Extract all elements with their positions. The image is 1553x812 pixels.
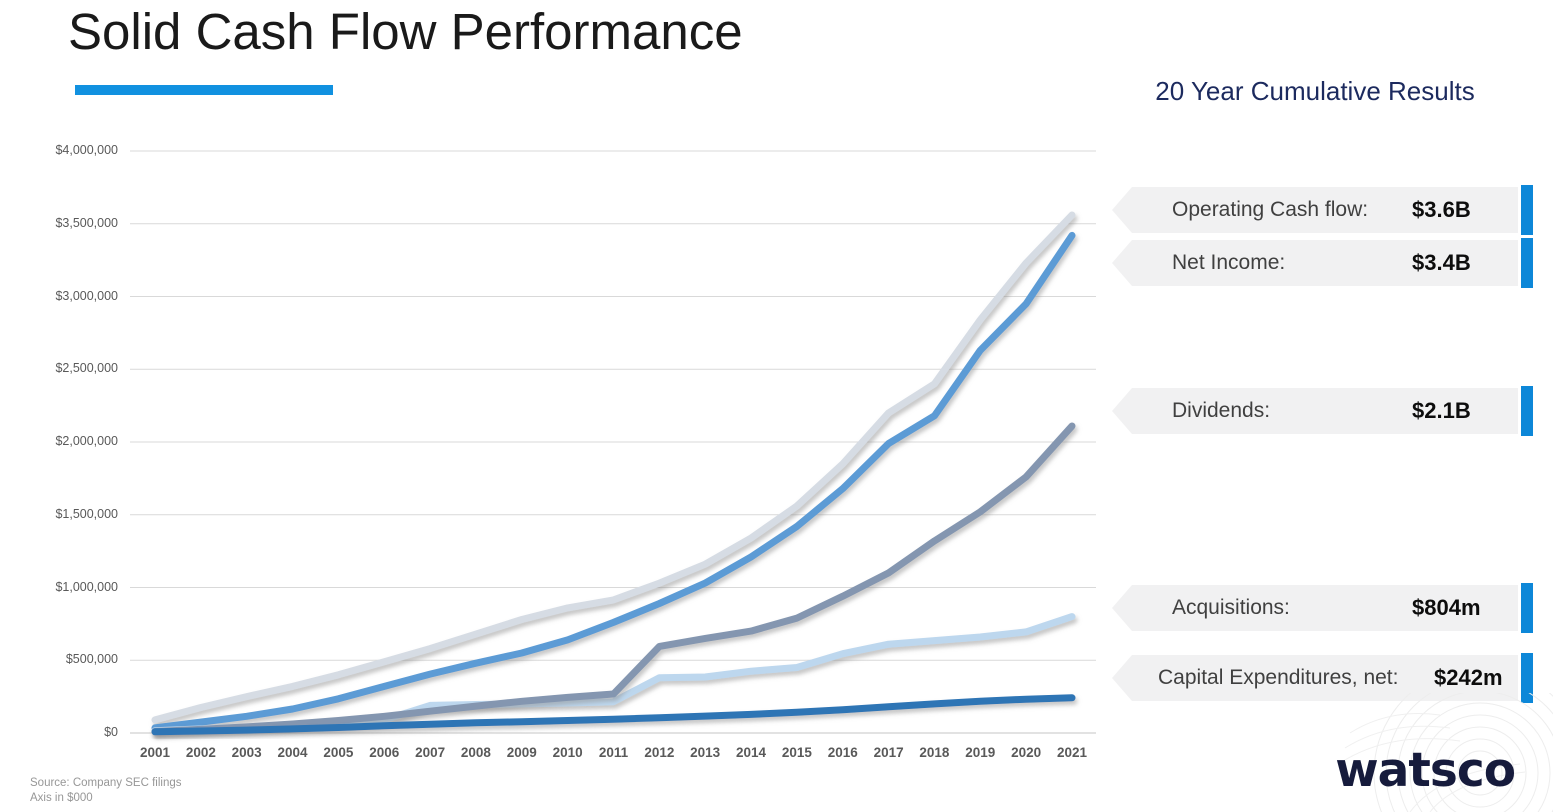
y-axis-tick-label: $3,000,000: [55, 288, 118, 303]
callout-value: $3.4B: [1412, 250, 1471, 275]
y-axis-tick-label: $4,000,000: [55, 143, 118, 157]
y-axis-tick-label: $2,000,000: [55, 434, 118, 448]
x-axis-tick-label: 2021: [1056, 745, 1088, 760]
slide-title: Solid Cash Flow Performance: [68, 3, 743, 60]
source-line2: Axis in $000: [30, 792, 93, 804]
callout-value: $242m: [1434, 665, 1503, 690]
callout-accent-bar: [1521, 238, 1533, 288]
callout-label: Net Income:: [1172, 251, 1286, 274]
series-line-capital-expenditures-net: [151, 694, 1076, 736]
callout-accent-bar: [1521, 653, 1533, 703]
x-axis-tick-label: 2015: [781, 745, 812, 760]
y-axis-tick-label: $3,500,000: [55, 215, 118, 230]
cashflow-chart: [130, 150, 1096, 736]
x-axis-tick-label: 2006: [369, 745, 400, 760]
y-axis-tick-label: $1,500,000: [55, 506, 118, 521]
x-axis-tick-label: 2018: [919, 745, 950, 760]
x-axis-tick-label: 2005: [323, 745, 354, 760]
callout-row: Acquisitions: $804m: [1112, 585, 1518, 631]
logo-area: watsco: [1290, 693, 1553, 812]
x-axis-tick-label: 2008: [460, 745, 491, 760]
x-axis-tick-label: 2012: [644, 745, 675, 760]
watsco-logo: watsco: [1335, 743, 1516, 798]
callout-accent-bar: [1521, 386, 1533, 436]
source-note: Source: Company SEC filings Axis in $000: [30, 776, 181, 806]
x-axis-tick-label: 2001: [139, 745, 171, 760]
x-axis-tick-label: 2016: [827, 745, 858, 760]
callout-label: Acquisitions:: [1172, 596, 1290, 619]
series-line-dividends: [151, 422, 1076, 735]
x-axis-tick-label: 2003: [231, 745, 262, 760]
callout-accent-bar: [1521, 583, 1533, 633]
x-axis-tick-label: 2007: [415, 745, 446, 760]
x-axis-tick-label: 2020: [1011, 745, 1042, 760]
y-axis-tick-label: $500,000: [65, 652, 118, 667]
x-axis-tick-label: 2010: [552, 745, 583, 760]
series-line-acquisitions: [151, 613, 1076, 735]
callout-row: Operating Cash flow: $3.6B: [1112, 187, 1518, 233]
callout-value: $3.6B: [1412, 197, 1471, 222]
callout-label: Capital Expenditures, net:: [1158, 666, 1399, 689]
x-axis-tick-label: 2002: [185, 745, 216, 760]
callout-value: $804m: [1412, 595, 1481, 620]
x-axis-tick-label: 2009: [506, 745, 537, 760]
source-line1: Source: Company SEC filings: [30, 777, 182, 789]
callout-label: Dividends:: [1172, 399, 1271, 422]
title-underline-bar: [75, 85, 333, 95]
logo-watermark-pattern: [1339, 693, 1553, 812]
series-line-net-income: [151, 231, 1076, 732]
cashflow-chart-svg: [130, 150, 1096, 736]
callout-label: Operating Cash flow:: [1172, 198, 1369, 221]
panel-title: 20 Year Cumulative Results: [1155, 76, 1475, 106]
callout-value: $2.1B: [1412, 398, 1471, 423]
x-axis-tick-label: 2013: [690, 745, 721, 760]
y-axis-tick-label: $2,500,000: [55, 361, 118, 376]
x-axis-tick-label: 2011: [598, 745, 629, 760]
x-axis-tick-label: 2017: [873, 745, 904, 760]
x-axis-tick-label: 2004: [277, 745, 308, 760]
callout-accent-bar: [1521, 185, 1533, 235]
y-axis-tick-label: $0: [104, 725, 118, 739]
callout-row: Dividends: $2.1B: [1112, 388, 1518, 434]
x-axis-tick-label: 2019: [965, 745, 996, 760]
callout-row: Net Income: $3.4B: [1112, 240, 1518, 286]
series-line-operating-cash-flow: [151, 211, 1076, 724]
callout-row: Capital Expenditures, net: $242m: [1112, 655, 1518, 701]
x-axis-tick-label: 2014: [736, 745, 767, 760]
y-axis-tick-label: $1,000,000: [55, 579, 118, 594]
